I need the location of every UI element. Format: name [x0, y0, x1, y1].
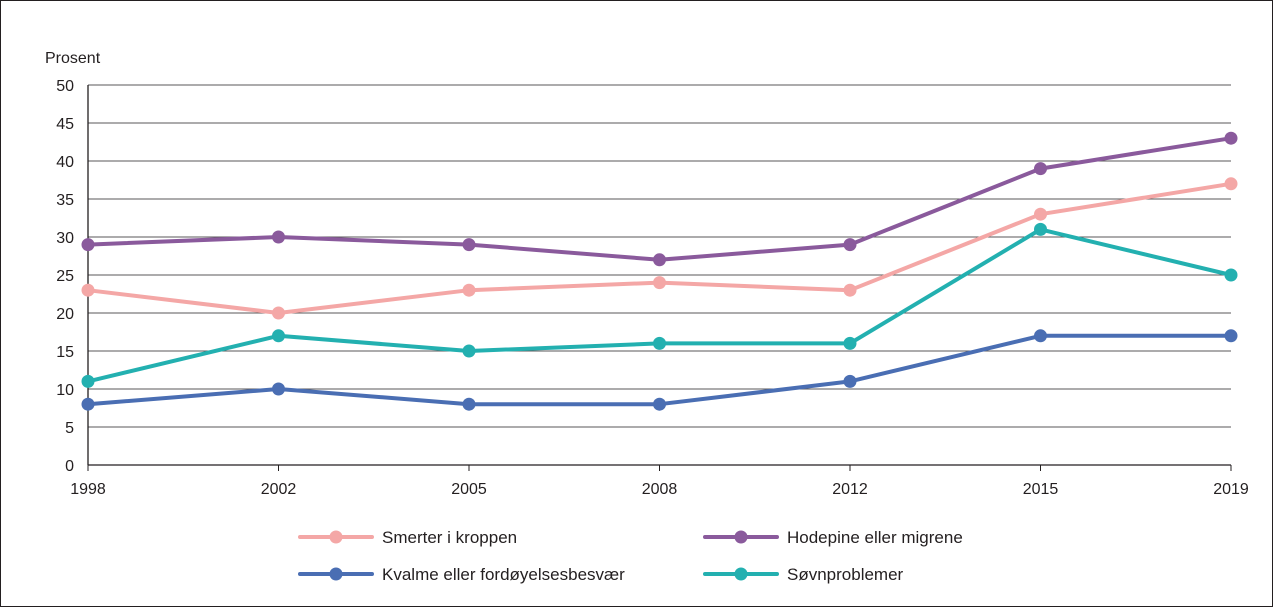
- legend-label: Kvalme eller fordøyelsesbesvær: [382, 565, 625, 584]
- data-point: [1224, 131, 1238, 145]
- data-point: [462, 397, 476, 411]
- series-lines: [81, 131, 1238, 411]
- data-point: [1224, 268, 1238, 282]
- y-tick-label: 5: [65, 420, 74, 437]
- y-axis-tick-labels: 0 5 10 15 20 25 30 35 40 45 50: [56, 78, 74, 475]
- y-tick-label: 40: [56, 154, 74, 171]
- data-point: [272, 329, 285, 343]
- data-point: [81, 238, 95, 252]
- legend-swatch-marker: [329, 530, 343, 544]
- legend-swatch-marker: [734, 567, 748, 581]
- series-1: [81, 131, 1238, 267]
- legend-swatch-marker: [734, 530, 748, 544]
- data-point: [1034, 207, 1047, 221]
- data-point: [653, 253, 666, 267]
- x-tick-label: 2005: [451, 481, 487, 498]
- data-point: [1034, 329, 1047, 343]
- data-point: [843, 283, 857, 297]
- x-tick-label: 2002: [261, 481, 297, 498]
- x-tick-label: 1998: [70, 481, 106, 498]
- data-point: [1034, 222, 1047, 236]
- y-tick-label: 50: [56, 78, 74, 95]
- data-point: [1224, 329, 1238, 343]
- legend-item: Kvalme eller fordøyelsesbesvær: [298, 565, 625, 584]
- series-line: [86, 181, 1233, 315]
- x-tick-label: 2019: [1213, 481, 1249, 498]
- x-axis-tick-labels: 1998 2002 2005 2008 2012 2015 2019: [70, 465, 1249, 498]
- data-point: [843, 336, 857, 350]
- y-tick-label: 15: [56, 344, 74, 361]
- legend-label: Hodepine eller migrene: [787, 528, 963, 547]
- data-point: [81, 397, 95, 411]
- legend: Smerter i kroppen Hodepine eller migrene K…: [298, 528, 963, 584]
- series-0: [81, 177, 1238, 320]
- series-line: [86, 227, 1233, 384]
- legend-label: Søvnproblemer: [787, 565, 904, 584]
- data-point: [653, 336, 666, 350]
- legend-item: Søvnproblemer: [703, 565, 904, 584]
- data-point: [843, 238, 857, 252]
- x-tick-label: 2015: [1023, 481, 1059, 498]
- data-point: [272, 382, 285, 396]
- y-tick-label: 30: [56, 230, 74, 247]
- data-point: [81, 374, 95, 388]
- data-point: [843, 374, 857, 388]
- x-tick-label: 2008: [642, 481, 678, 498]
- series-2: [81, 329, 1238, 411]
- legend-item: Smerter i kroppen: [298, 528, 517, 547]
- y-tick-label: 10: [56, 382, 74, 399]
- data-point: [81, 283, 95, 297]
- series-3: [81, 222, 1238, 388]
- y-tick-label: 0: [65, 458, 74, 475]
- legend-swatch-marker: [329, 567, 343, 581]
- data-point: [272, 306, 285, 320]
- data-point: [272, 230, 285, 244]
- y-tick-label: 25: [56, 268, 74, 285]
- data-point: [462, 344, 476, 358]
- data-point: [462, 238, 476, 252]
- y-tick-label: 45: [56, 116, 74, 133]
- data-point: [1224, 177, 1238, 191]
- data-point: [462, 283, 476, 297]
- y-tick-label: 35: [56, 192, 74, 209]
- legend-item: Hodepine eller migrene: [703, 528, 963, 547]
- y-axis-label: Prosent: [45, 50, 101, 67]
- data-point: [653, 276, 666, 290]
- legend-label: Smerter i kroppen: [382, 528, 517, 547]
- data-point: [653, 397, 666, 411]
- y-tick-label: 20: [56, 306, 74, 323]
- x-tick-label: 2012: [832, 481, 868, 498]
- data-point: [1034, 162, 1047, 176]
